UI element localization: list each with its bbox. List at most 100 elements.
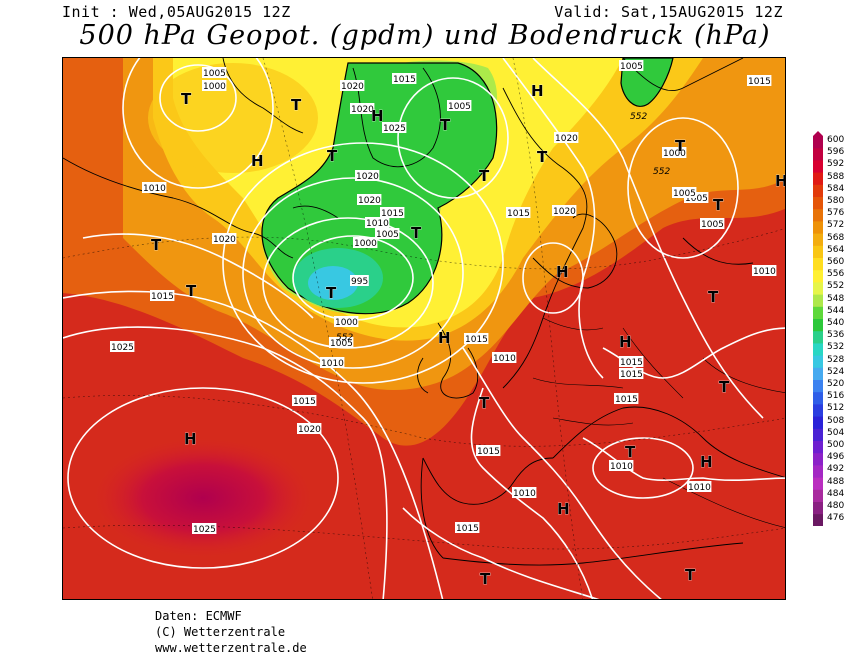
svg-text:1000: 1000 [203,82,226,92]
svg-text:1015: 1015 [151,292,174,302]
legend-label: 584 [827,183,845,194]
legend-swatch [813,184,823,198]
svg-text:1025: 1025 [383,124,406,134]
low-pressure-symbol: T [181,90,192,108]
low-pressure-symbol: T [326,284,337,302]
legend-swatch [813,294,823,308]
svg-text:1010: 1010 [753,267,776,277]
isobar-label: 1010 [609,460,634,472]
legend-swatch [813,270,823,283]
isobar-label: 1015 [476,445,501,457]
high-pressure-symbol: H [556,263,569,281]
svg-text:1005: 1005 [673,189,696,199]
low-pressure-symbol: T [713,196,724,214]
svg-text:1010: 1010 [366,219,389,229]
legend-swatch [813,392,823,405]
isobar-label: 1010 [365,217,390,229]
svg-text:1015: 1015 [456,524,479,534]
svg-text:1020: 1020 [555,134,578,144]
low-pressure-symbol: T [480,570,491,588]
legend-label: 508 [827,415,845,426]
website-link[interactable]: www.wetterzentrale.de [155,641,307,655]
legend-swatch [813,465,823,479]
high-pressure-symbol: H [775,172,786,190]
svg-text:1015: 1015 [393,75,416,85]
legend-swatch [813,209,823,222]
svg-text:1020: 1020 [351,105,374,115]
isobar-label: 1015 [619,368,644,380]
legend-label: 536 [827,330,845,341]
svg-text:1005: 1005 [448,102,471,112]
legend-label: 476 [827,513,845,524]
legend-label: 548 [827,293,845,304]
legend-label: 552 [827,281,845,292]
legend-label: 512 [827,403,845,414]
isobar-label: 1005 [375,228,400,240]
isobar-label: 1015 [619,356,644,368]
svg-text:1020: 1020 [553,207,576,217]
svg-text:1015: 1015 [293,397,316,407]
svg-text:1015: 1015 [465,335,488,345]
isobar-label: 1015 [614,393,639,405]
legend-label: 568 [827,232,845,243]
isobar-label: 1010 [142,182,167,194]
high-pressure-symbol: H [371,107,384,125]
legend-label: 580 [827,196,845,206]
geopotential-label: 552 [653,167,670,177]
isobar-label: 995 [350,275,369,287]
svg-text:1015: 1015 [507,209,530,219]
data-source: Daten: ECMWF [155,609,242,623]
isobar-label: 1005 [700,218,725,230]
legend-swatch [813,258,823,271]
svg-text:1005: 1005 [701,220,724,230]
legend-label: 592 [827,159,845,170]
svg-text:1000: 1000 [663,149,686,159]
legend-label: 500 [827,440,845,450]
legend-swatch [813,380,823,393]
isobar-label: 1020 [350,103,375,115]
svg-text:1025: 1025 [111,343,134,353]
legend-label: 484 [827,488,845,499]
svg-text:1015: 1015 [477,447,500,457]
svg-text:1000: 1000 [335,318,358,328]
svg-text:1020: 1020 [358,196,381,206]
isobar-label: 1020 [357,194,382,206]
legend-label: 596 [827,147,845,158]
legend-swatch [813,441,823,454]
svg-text:1005: 1005 [620,62,643,72]
legend-label: 576 [827,208,845,219]
legend-swatch [813,221,823,235]
svg-text:1005: 1005 [376,230,399,240]
isobar-label: 1020 [552,205,577,217]
low-pressure-symbol: T [151,236,162,254]
legend-label: 480 [827,501,845,511]
legend-swatch [813,367,823,381]
copyright: (C) Wetterzentrale [155,625,286,639]
isobar-label: 1005 [202,67,227,79]
credits: Daten: ECMWF (C) Wetterzentrale www.wett… [155,608,307,656]
svg-text:1005: 1005 [330,339,353,349]
svg-text:1010: 1010 [610,462,633,472]
isobar-label: 1015 [392,73,417,85]
high-pressure-symbol: H [700,453,713,471]
legend-label: 516 [827,391,845,402]
low-pressure-symbol: T [625,443,636,461]
high-pressure-symbol: H [619,333,632,351]
isobar-label: 1020 [355,170,380,182]
valid-time: Valid: Sat,15AUG2015 12Z [554,3,783,21]
svg-text:1000: 1000 [354,239,377,249]
legend-swatch [813,514,823,526]
svg-text:1025: 1025 [193,525,216,535]
low-pressure-symbol: T [479,394,490,412]
isobar-label: 1020 [554,132,579,144]
legend-swatch [813,453,823,466]
svg-text:995: 995 [351,277,368,287]
low-pressure-symbol: T [675,137,686,155]
isobar-label: 1010 [492,352,517,364]
borders [532,317,785,528]
isobar-label: 1010 [512,487,537,499]
isobar-label: 1000 [353,237,378,249]
svg-text:1015: 1015 [748,77,771,87]
svg-text:1015: 1015 [615,395,638,405]
legend-label: 520 [827,379,845,389]
